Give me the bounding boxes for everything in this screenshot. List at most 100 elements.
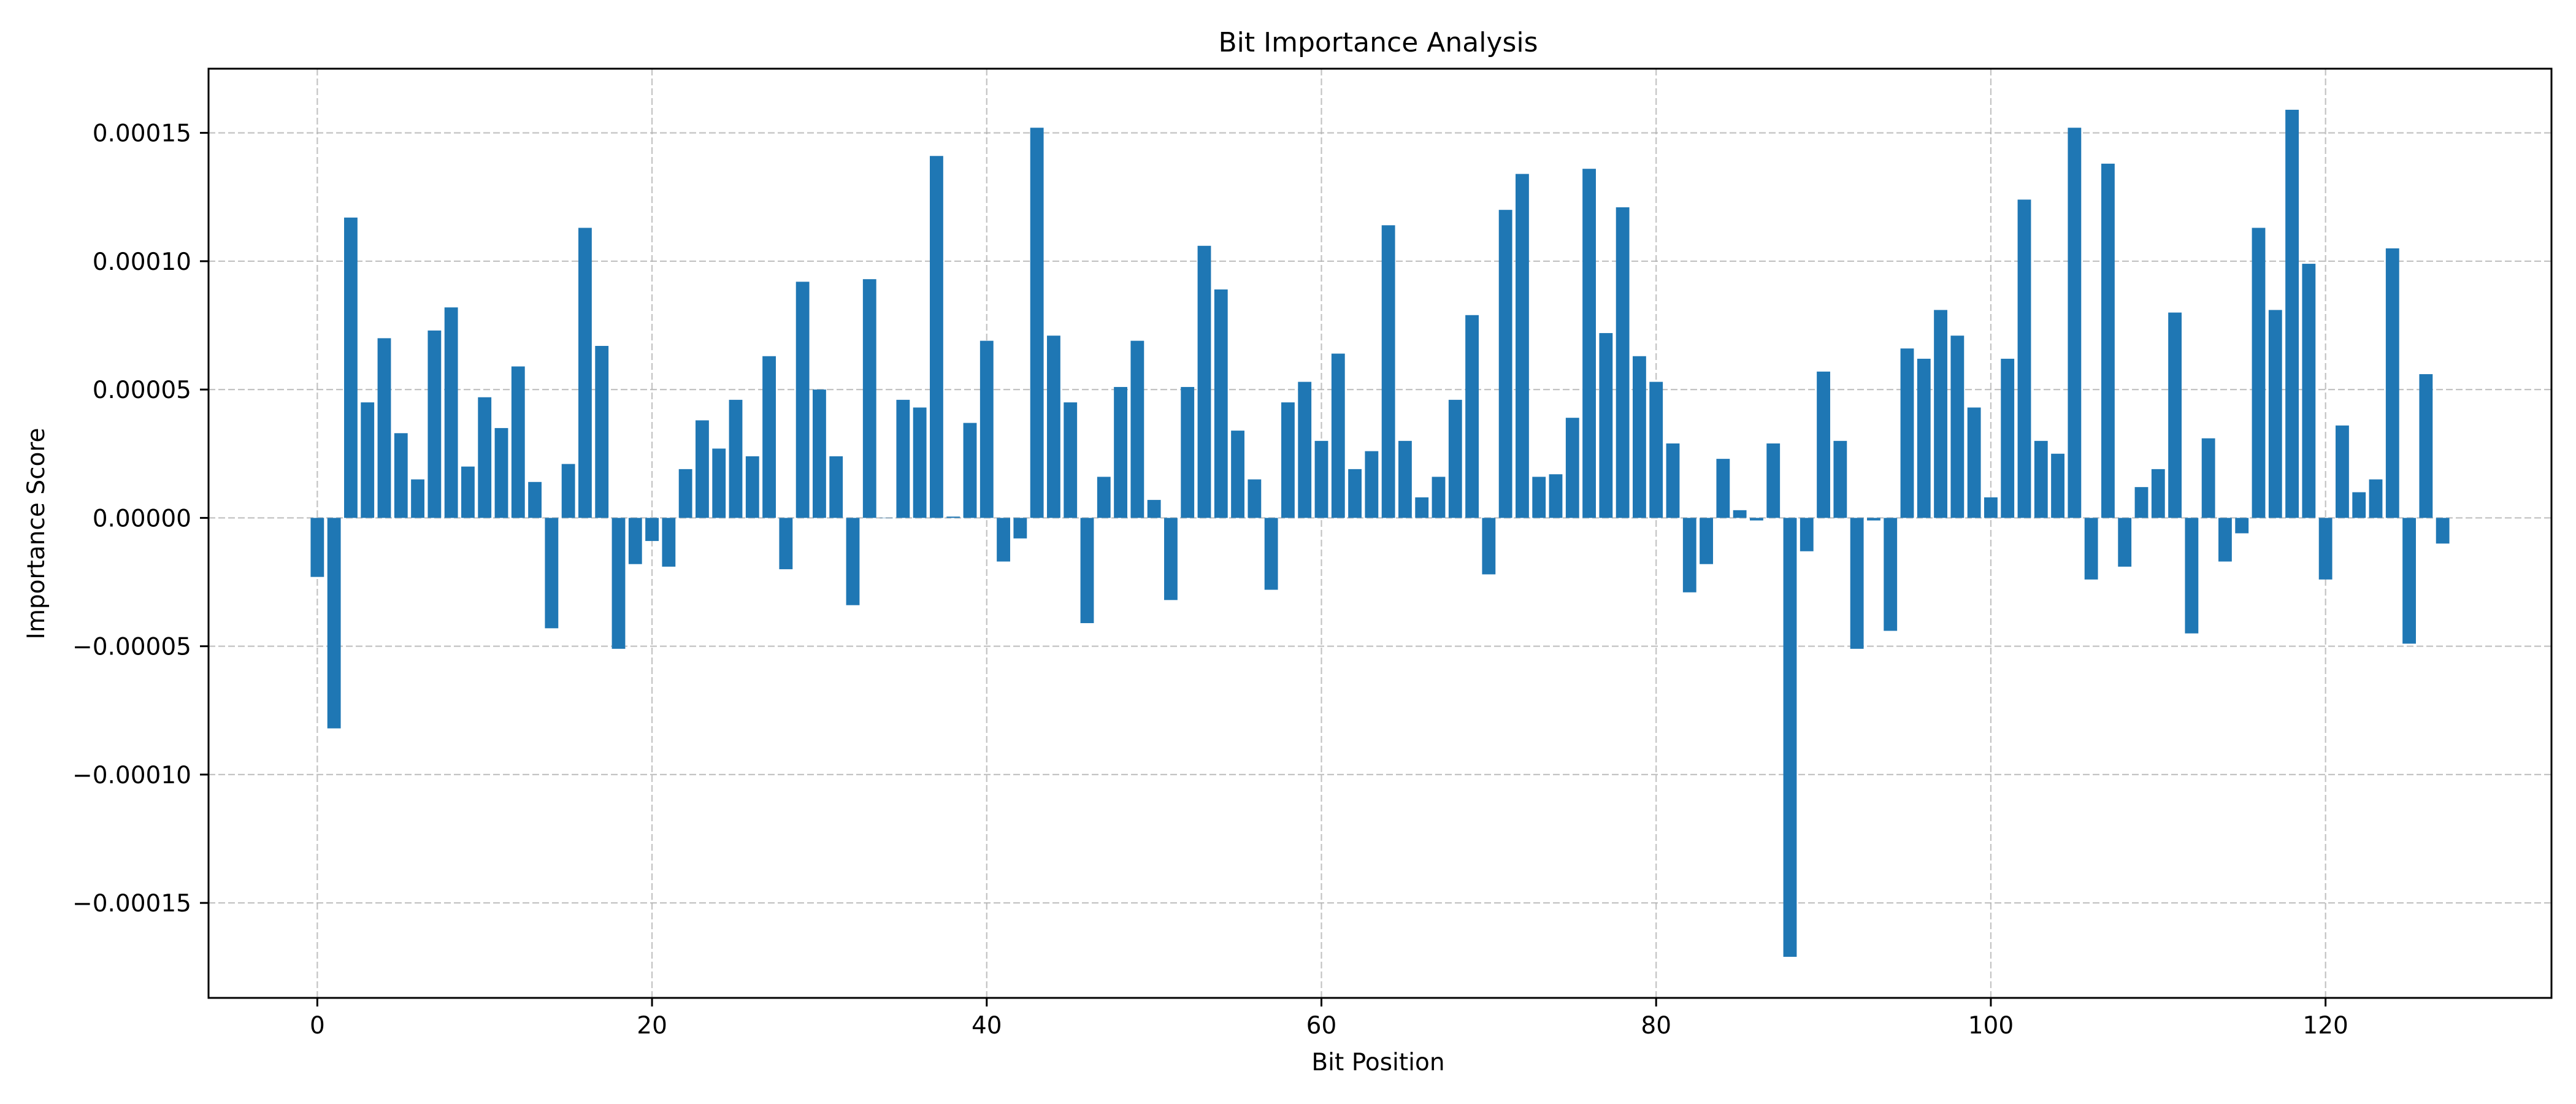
- bar-bit-78: [1616, 207, 1630, 518]
- bar-bit-44: [1047, 335, 1060, 518]
- bar-bit-17: [595, 345, 609, 518]
- chart-title: Bit Importance Analysis: [1218, 27, 1538, 58]
- bar-bit-86: [1750, 518, 1763, 521]
- bar-bit-99: [1967, 407, 1981, 518]
- bar-bit-80: [1649, 381, 1663, 518]
- bar-bit-116: [2252, 228, 2266, 518]
- bar-bit-28: [779, 518, 793, 570]
- bar-bit-50: [1147, 500, 1161, 518]
- plot-frame: [207, 67, 2553, 999]
- bar-bit-63: [1365, 451, 1379, 518]
- x-tick-label: 60: [1306, 1012, 1337, 1040]
- bar-bit-88: [1783, 518, 1797, 957]
- bar-bit-90: [1817, 371, 1830, 518]
- bar-bit-108: [2118, 518, 2132, 567]
- bar-bit-25: [729, 399, 743, 518]
- bar-bit-69: [1465, 315, 1479, 518]
- bar-bit-100: [1984, 497, 1998, 518]
- bar-bit-83: [1700, 518, 1713, 564]
- bar-bit-65: [1398, 440, 1412, 518]
- bar-bit-81: [1666, 443, 1680, 518]
- y-tick-label: −0.00010: [72, 762, 191, 789]
- y-tick-label: −0.00015: [72, 890, 191, 918]
- bar-bit-53: [1197, 245, 1211, 518]
- bar-bit-3: [361, 402, 375, 518]
- bar-bit-113: [2201, 438, 2215, 518]
- bar-bit-42: [1013, 518, 1027, 539]
- bar-bit-43: [1030, 128, 1044, 518]
- y-tick-label: 0.00010: [93, 248, 191, 276]
- bar-bit-14: [545, 518, 559, 629]
- bar-bit-102: [2017, 199, 2031, 518]
- bar-bit-118: [2285, 109, 2299, 518]
- bar-bit-38: [946, 516, 960, 518]
- bar-bit-29: [795, 282, 810, 518]
- bar-bit-107: [2101, 163, 2115, 518]
- bar-bit-105: [2068, 128, 2082, 518]
- bar-bit-8: [444, 307, 458, 518]
- bar-bit-124: [2385, 248, 2399, 518]
- bar-bit-125: [2402, 518, 2416, 644]
- bar-bit-36: [913, 407, 927, 518]
- bar-bit-121: [2336, 425, 2349, 518]
- x-tick-label: 0: [310, 1012, 325, 1040]
- bar-bit-120: [2318, 518, 2333, 580]
- bar-bit-10: [478, 397, 492, 518]
- bar-bit-51: [1164, 518, 1178, 600]
- bar-bit-103: [2034, 440, 2048, 518]
- bar-bit-26: [745, 456, 759, 518]
- bar-bit-67: [1432, 477, 1446, 518]
- bar-bit-46: [1080, 518, 1094, 623]
- bar-bit-49: [1130, 340, 1144, 518]
- bar-bit-45: [1064, 402, 1078, 518]
- bar-bit-2: [344, 217, 358, 518]
- bar-bit-58: [1281, 402, 1295, 518]
- bar-bit-111: [2168, 312, 2182, 518]
- bar-bit-87: [1766, 443, 1781, 518]
- bar-bit-92: [1850, 518, 1864, 649]
- bar-bit-23: [696, 420, 709, 518]
- x-tick-label: 40: [972, 1012, 1002, 1040]
- bar-bit-30: [813, 389, 826, 518]
- bar-bit-95: [1900, 348, 1914, 518]
- y-tick-label: 0.00005: [93, 377, 191, 404]
- bar-bit-27: [762, 356, 776, 518]
- bar-bit-126: [2419, 374, 2433, 518]
- bar-bit-84: [1716, 459, 1730, 518]
- bar-bit-0: [310, 518, 324, 577]
- bar-bit-109: [2134, 487, 2149, 518]
- bar-bit-122: [2352, 492, 2366, 518]
- bar-bit-117: [2268, 310, 2282, 518]
- bar-bit-18: [611, 518, 626, 649]
- bar-bit-12: [511, 366, 525, 518]
- bar-bit-114: [2218, 518, 2232, 562]
- bar-bit-119: [2302, 264, 2316, 518]
- y-axis-ticks: −0.00015 −0.00010 −0.00005 0.00000 0.00005 0.…: [72, 120, 209, 918]
- y-axis-label: Importance Score: [23, 427, 50, 639]
- bar-bit-4: [377, 338, 391, 518]
- bars: [310, 109, 2450, 957]
- bar-bit-74: [1549, 474, 1563, 518]
- bar-bit-72: [1516, 174, 1529, 518]
- bar-bit-60: [1314, 440, 1328, 518]
- bar-bit-1: [327, 518, 341, 729]
- bar-bit-9: [461, 466, 475, 518]
- bar-bit-101: [2001, 358, 2015, 518]
- bar-bit-104: [2051, 453, 2064, 518]
- bar-bit-71: [1498, 210, 1512, 518]
- bar-bit-55: [1231, 431, 1244, 518]
- bar-bit-31: [829, 456, 843, 518]
- bar-bit-37: [930, 156, 943, 518]
- bar-bit-91: [1833, 440, 1847, 518]
- bar-bit-5: [394, 433, 408, 518]
- x-tick-label: 80: [1641, 1012, 1671, 1040]
- bar-bit-19: [628, 518, 642, 564]
- bar-bit-112: [2185, 518, 2199, 634]
- bar-bit-41: [997, 518, 1010, 562]
- y-tick-label: 0.00000: [93, 505, 191, 532]
- y-tick-label: 0.00015: [93, 120, 191, 148]
- x-tick-label: 20: [637, 1012, 667, 1040]
- bar-bit-47: [1097, 477, 1111, 518]
- x-axis-ticks: 0 20 40 60 80 100 120: [310, 998, 2348, 1040]
- y-tick-label: −0.00005: [72, 634, 191, 661]
